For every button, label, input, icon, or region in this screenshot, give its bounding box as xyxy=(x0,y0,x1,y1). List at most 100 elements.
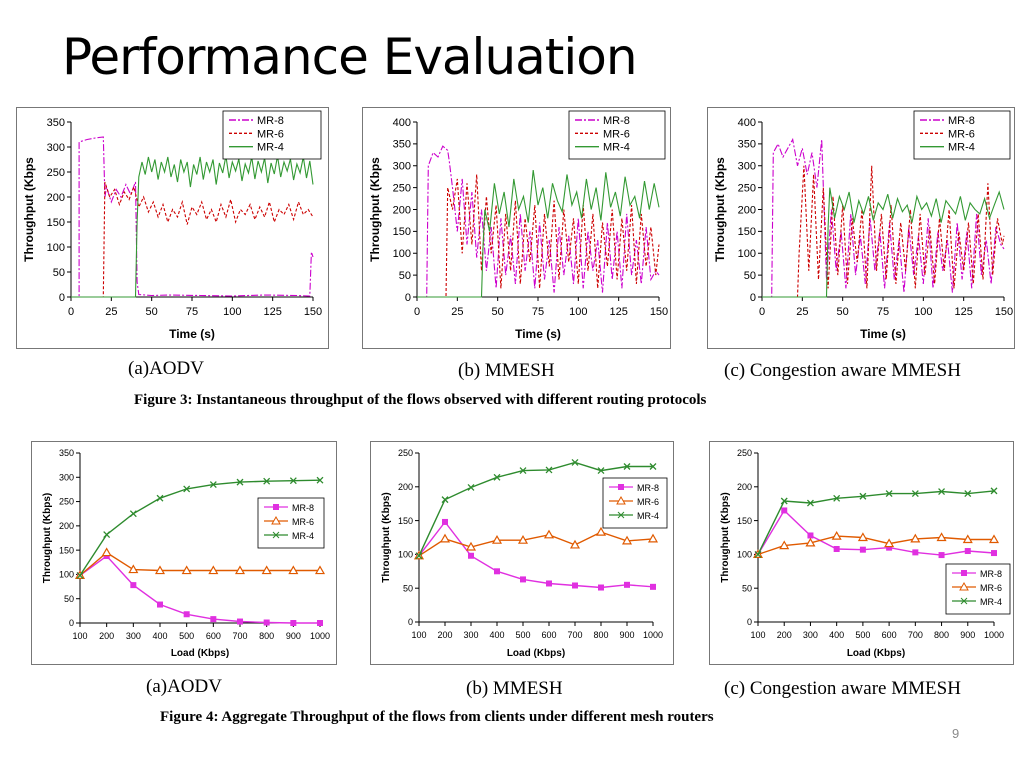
chart4-x-tick-label: 300 xyxy=(126,631,141,641)
chart3-y-tick-label: 300 xyxy=(738,161,756,173)
chart5-point-mr-6 xyxy=(595,526,607,536)
chart2-x-tick-label: 0 xyxy=(414,306,420,318)
chart5-x-tick-label: 200 xyxy=(437,630,452,640)
caption-3b: (b) MMESH xyxy=(458,360,555,381)
chart6-point-mr-8 xyxy=(938,552,945,559)
chart2-x-tick-label: 125 xyxy=(609,306,627,318)
chart5-point-mr-8 xyxy=(520,576,526,583)
chart4-y-tick-label: 150 xyxy=(59,545,74,555)
chart3-legend-label: MR-8 xyxy=(948,115,975,127)
chart4-legend-marker xyxy=(271,515,281,525)
chart1-y-tick-label: 150 xyxy=(47,217,65,229)
chart5-point-mr-4 xyxy=(519,467,527,475)
chart5-point-mr-4 xyxy=(623,463,631,470)
chart3-y-tick-label: 350 xyxy=(738,139,756,151)
chart1-y-axis-label: Throughput (Kbps xyxy=(22,157,36,262)
chart6-x-tick-label: 400 xyxy=(829,630,844,640)
chart3-y-tick-label: 150 xyxy=(738,226,756,238)
chart6-legend-marker xyxy=(961,570,967,576)
chart1-y-tick-label: 0 xyxy=(59,292,65,304)
chart6-legend-label: MR-4 xyxy=(980,597,1002,607)
chart4-point-mr-4 xyxy=(316,476,324,484)
chart3-x-tick-label: 25 xyxy=(796,306,808,318)
chart4-legend-label: MR-8 xyxy=(292,503,314,513)
chart5-point-mr-6 xyxy=(491,534,503,544)
chart6-point-mr-4 xyxy=(938,488,946,495)
caption-4c: (c) Congestion aware MMESH xyxy=(724,678,961,699)
chart3-legend xyxy=(913,110,1011,160)
chart-4c-svg: 0 50 100 150 200 250 100 200 300 400 500 600 700 800 9… xyxy=(720,448,1011,659)
chart1-x-tick-label: 0 xyxy=(68,306,74,318)
chart-4b-svg: 0 50 100 150 200 250 100 200 300 400 500 600 700 800 9… xyxy=(381,448,668,659)
chart3-legend-label: MR-6 xyxy=(948,128,975,140)
chart1-x-axis-label: Time (s) xyxy=(169,327,215,341)
chart6-point-mr-6 xyxy=(779,540,790,550)
chart6-point-mr-8 xyxy=(807,532,814,539)
chart2-y-tick-label: 50 xyxy=(399,270,411,282)
chart4-legend xyxy=(257,497,325,549)
chart6-point-mr-6 xyxy=(805,537,816,547)
chart4-y-axis-label: Throughput (Kbps) xyxy=(42,493,53,584)
chart4-point-mr-8 xyxy=(317,620,323,626)
chart1-x-tick-label: 100 xyxy=(223,306,241,318)
chart6-x-tick-label: 100 xyxy=(750,630,765,640)
chart1-legend xyxy=(222,110,322,160)
chart5-point-mr-8 xyxy=(468,552,474,559)
chart5-x-tick-label: 900 xyxy=(619,630,634,640)
chart5-x-tick-label: 100 xyxy=(411,630,426,640)
chart6-point-mr-8 xyxy=(781,507,788,514)
chart3-y-tick-label: 200 xyxy=(738,204,756,216)
chart4-x-tick-label: 100 xyxy=(72,631,87,641)
chart4-point-mr-8 xyxy=(290,620,297,626)
chart6-legend-label: MR-6 xyxy=(980,583,1002,593)
chart5-point-mr-6 xyxy=(621,535,633,545)
chart4-x-tick-label: 800 xyxy=(259,631,274,641)
figure-3-caption: Figure 3: Instantaneous throughput of th… xyxy=(134,392,707,408)
chart1-x-tick-label: 75 xyxy=(186,306,198,318)
chart6-point-mr-6 xyxy=(988,534,1000,544)
chart4-x-tick-label: 700 xyxy=(232,631,247,641)
chart4-y-tick-label: 50 xyxy=(64,594,74,604)
chart6-y-tick-label: 0 xyxy=(747,617,752,627)
chart6-x-tick-label: 800 xyxy=(934,630,949,640)
chart4-point-mr-4 xyxy=(209,481,217,489)
chart6-x-tick-label: 700 xyxy=(908,630,923,640)
chart5-y-tick-label: 150 xyxy=(398,516,413,526)
chart6-point-mr-4 xyxy=(859,492,867,500)
chart6-x-axis-label: Load (Kbps) xyxy=(847,648,905,659)
chart4-x-tick-label: 900 xyxy=(286,631,301,641)
chart2-y-tick-label: 350 xyxy=(393,139,411,151)
chart6-point-mr-6 xyxy=(857,532,868,542)
chart2-legend-label: MR-6 xyxy=(603,128,630,140)
chart4-series-mr-4-line xyxy=(79,479,321,576)
chart2-legend-label: MR-4 xyxy=(603,142,630,154)
chart1-series-mr-4-line xyxy=(71,155,314,298)
chart-3c-svg: 0 50 100 150 200 250 300 350 400 0 25 50 75 100 125 150… xyxy=(713,110,1013,341)
chart4-point-mr-8 xyxy=(157,601,163,608)
chart5-series-mr-6-line xyxy=(418,531,654,557)
chart1-y-tick-label: 350 xyxy=(47,117,65,129)
chart3-x-tick-label: 50 xyxy=(837,306,849,318)
chart6-point-mr-4 xyxy=(885,490,893,498)
chart5-point-mr-8 xyxy=(494,568,500,575)
chart6-x-tick-label: 600 xyxy=(882,630,897,640)
chart2-x-tick-label: 100 xyxy=(569,306,587,318)
chart4-point-mr-8 xyxy=(263,619,270,626)
chart1-legend-label: MR-4 xyxy=(257,142,284,154)
chart6-point-mr-8 xyxy=(964,548,971,555)
chart1-x-tick-label: 150 xyxy=(304,306,322,318)
chart5-y-axis-label: Throughput (Kbps) xyxy=(381,492,392,583)
chart6-y-tick-label: 50 xyxy=(742,583,752,593)
chart1-y-tick-label: 100 xyxy=(47,242,65,254)
chart5-point-mr-6 xyxy=(517,534,529,544)
chart6-y-tick-label: 250 xyxy=(737,448,752,458)
chart6-x-tick-label: 900 xyxy=(960,630,975,640)
chart6-point-mr-4 xyxy=(754,550,762,558)
chart3-y-tick-label: 100 xyxy=(738,248,756,260)
chart4-point-mr-4 xyxy=(76,571,84,579)
chart2-x-tick-label: 75 xyxy=(532,306,544,318)
chart5-legend-label: MR-6 xyxy=(637,497,659,507)
chart2-legend xyxy=(568,110,666,160)
chart6-point-mr-4 xyxy=(911,490,919,498)
chart6-legend xyxy=(945,563,1011,615)
